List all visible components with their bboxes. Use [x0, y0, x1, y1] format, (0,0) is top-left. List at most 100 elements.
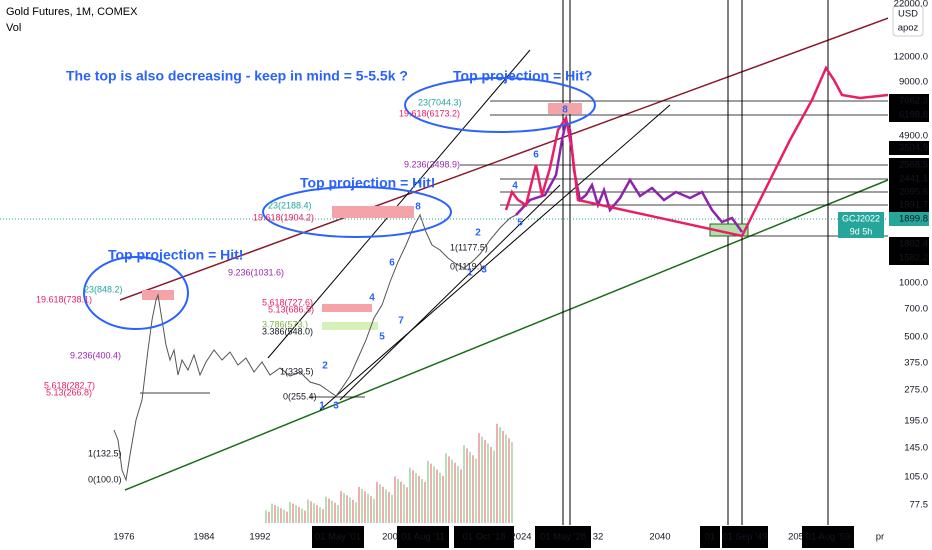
- wave-label: 5: [379, 332, 385, 343]
- volume-bar: [286, 511, 288, 523]
- time-label: 1992: [249, 532, 270, 543]
- currency[interactable]: USD: [898, 9, 918, 20]
- target-zone: [332, 206, 414, 218]
- time-marker: [454, 526, 514, 548]
- price-history: [113, 213, 517, 482]
- price-label: 6198.8: [899, 110, 928, 121]
- volume-bar: [283, 509, 285, 523]
- price-tag: [889, 198, 929, 212]
- wave-label: 3: [333, 401, 339, 412]
- fib-label: 19.618(6173.2): [399, 108, 460, 118]
- volume-bar: [370, 496, 372, 523]
- fib-label: 3.786(573.): [262, 319, 308, 329]
- time-marker-label: 01 Oct '18: [462, 532, 505, 543]
- time-marker-label: 01: [705, 532, 716, 543]
- price-label: 105.0: [904, 472, 928, 483]
- volume-bar: [448, 456, 450, 523]
- volume-bar: [334, 502, 336, 523]
- volume-bar: [442, 475, 444, 523]
- annotation: Top projection = Hit!: [300, 175, 435, 191]
- time-label: 1984: [193, 532, 214, 543]
- price-label: 9000.0: [899, 77, 928, 88]
- price-label: 700.0: [904, 304, 928, 315]
- time-marker: [722, 526, 768, 548]
- highlight-circle: [83, 256, 189, 330]
- volume-bar: [352, 499, 354, 523]
- wave-label: 2: [475, 228, 481, 239]
- price-label: 145.0: [904, 443, 928, 454]
- wave-label: 6: [533, 150, 539, 161]
- volume-bar: [364, 491, 366, 523]
- wave-label: 1: [319, 401, 325, 412]
- channel-line: [267, 49, 531, 359]
- price-label: 3504.9: [899, 143, 928, 154]
- volume-bar: [280, 508, 282, 523]
- volume-bar: [466, 448, 468, 523]
- volume-bar: [265, 510, 267, 523]
- volume-bar: [484, 439, 486, 523]
- volume-bar: [460, 469, 462, 523]
- volume-bar: [508, 438, 510, 523]
- fib-label: 23(848.2): [84, 284, 123, 294]
- price-label: 2095.6: [899, 187, 928, 198]
- fib-label: 9.236(3498.9): [404, 159, 460, 169]
- volume-bar: [304, 510, 306, 523]
- time-marker-label: 01 Aug '59: [806, 532, 851, 543]
- time-label: 2024: [510, 532, 531, 543]
- time-label: 1976: [113, 532, 134, 543]
- volume-bar: [376, 481, 378, 523]
- price-label: 1000.0: [899, 278, 928, 289]
- volume-bar: [298, 506, 300, 523]
- time-label: 2040: [649, 532, 670, 543]
- time-marker: [535, 526, 591, 548]
- volume-bar: [475, 458, 477, 523]
- wave-label: 5: [517, 218, 523, 229]
- fib-label: 23(2188.4): [268, 200, 312, 210]
- price-label: 275.0: [904, 385, 928, 396]
- volume-bar: [403, 484, 405, 523]
- price-label: 2441.1: [899, 174, 928, 185]
- volume-bar: [478, 433, 480, 523]
- volume-bar: [490, 447, 492, 523]
- badge-symbol: GCJ2022: [842, 213, 880, 223]
- volume-bar: [292, 503, 294, 523]
- volume-label: Vol: [6, 22, 21, 34]
- volume-bar: [331, 500, 333, 523]
- volume-bar: [313, 503, 315, 523]
- volume-bar: [499, 427, 501, 523]
- time-marker-label: 01 Aug '11: [401, 532, 445, 543]
- volume-bar: [388, 492, 390, 523]
- highlight-circle: [262, 186, 452, 238]
- price-label: 375.0: [904, 358, 928, 369]
- trend-line: [119, 1, 932, 301]
- fib-label: 0(255.4): [283, 391, 317, 401]
- price-tag: [889, 108, 929, 122]
- wave-label: 8: [415, 202, 421, 213]
- volume-bar: [373, 498, 375, 523]
- volume-bar: [382, 486, 384, 523]
- volume-bar: [319, 507, 321, 523]
- fib-label: 19.618(1904.2): [253, 212, 314, 222]
- price-tag: [889, 158, 929, 172]
- fib-label: 19.618(738.1): [36, 294, 92, 304]
- volume-bar: [274, 505, 276, 523]
- volume-bar: [268, 511, 270, 523]
- price-tag: [889, 141, 929, 155]
- unit[interactable]: apoz: [898, 23, 919, 34]
- currency-box[interactable]: [892, 5, 924, 37]
- price-label: 77.5: [910, 500, 929, 511]
- fib-label: 9.236(400.4): [70, 350, 121, 360]
- volume-bar: [439, 472, 441, 523]
- time-label: 205: [788, 532, 804, 543]
- volume-bar: [430, 463, 432, 523]
- volume-bar: [481, 436, 483, 523]
- price-label: 500.0: [904, 332, 928, 343]
- annotation: Top projection = Hit?: [453, 68, 592, 84]
- volume-bar: [316, 505, 318, 523]
- time-marker: [312, 526, 364, 548]
- volume-bar: [424, 481, 426, 523]
- wave-label: 3: [481, 265, 487, 276]
- volume-bar: [427, 460, 429, 523]
- volume-bar: [415, 473, 417, 523]
